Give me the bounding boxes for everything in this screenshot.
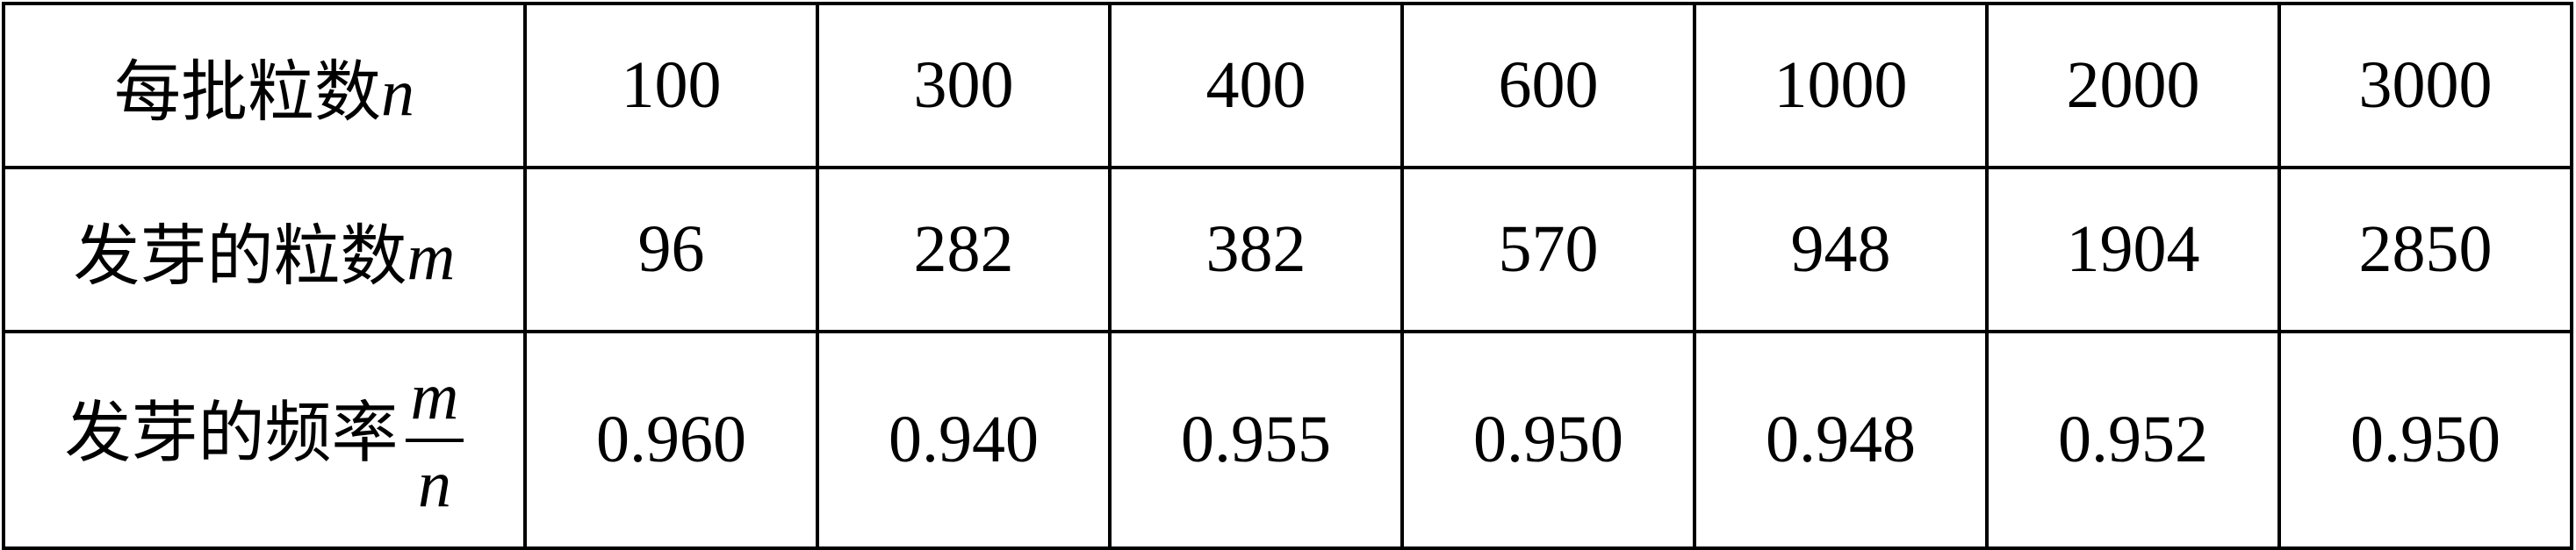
table-cell: 2000 [1985, 2, 2281, 169]
table-cell: 0.950 [2277, 330, 2573, 550]
table-cell: 2850 [2277, 166, 2573, 333]
table-cell: 300 [816, 2, 1112, 169]
table-cell: 0.955 [1108, 330, 1404, 550]
table-row-batch-count: 每批粒数n 100 300 400 600 1000 2000 3000 [2, 2, 2573, 169]
variable-m: m [407, 219, 456, 294]
fraction-numerator: m [405, 363, 464, 442]
table-cell: 600 [1400, 2, 1696, 169]
table-cell: 0.952 [1985, 330, 2281, 550]
table-row-germinated-count: 发芽的粒数m 96 282 382 570 948 1904 2850 [2, 166, 2573, 333]
variable-n: n [381, 55, 414, 130]
table-cell: 0.960 [523, 330, 819, 550]
table-cell: 100 [523, 2, 819, 169]
table-cell: 0.940 [816, 330, 1112, 550]
table-cell: 1000 [1693, 2, 1989, 169]
table-cell: 0.950 [1400, 330, 1696, 550]
table-cell: 3000 [2277, 2, 2573, 169]
table-cell: 96 [523, 166, 819, 333]
table-cell: 948 [1693, 166, 1989, 333]
table-cell: 382 [1108, 166, 1404, 333]
table-cell: 282 [816, 166, 1112, 333]
table-cell: 1904 [1985, 166, 2281, 333]
row-header-germinated-count: 发芽的粒数m [2, 166, 527, 333]
table-cell: 400 [1108, 2, 1404, 169]
row-header-label: 每批粒数 [114, 55, 381, 130]
table-cell: 0.948 [1693, 330, 1989, 550]
table-row-germination-frequency: 发芽的频率 m n 0.960 0.940 0.955 0.950 0.948 0.… [2, 330, 2573, 550]
row-header-label: 发芽的粒数 [73, 219, 407, 294]
row-header-label: 发芽的频率 [64, 396, 399, 470]
row-header-batch-count: 每批粒数n [2, 2, 527, 169]
row-header-germination-frequency: 发芽的频率 m n [2, 330, 527, 550]
table-cell: 570 [1400, 166, 1696, 333]
fraction-denominator: n [417, 446, 451, 521]
